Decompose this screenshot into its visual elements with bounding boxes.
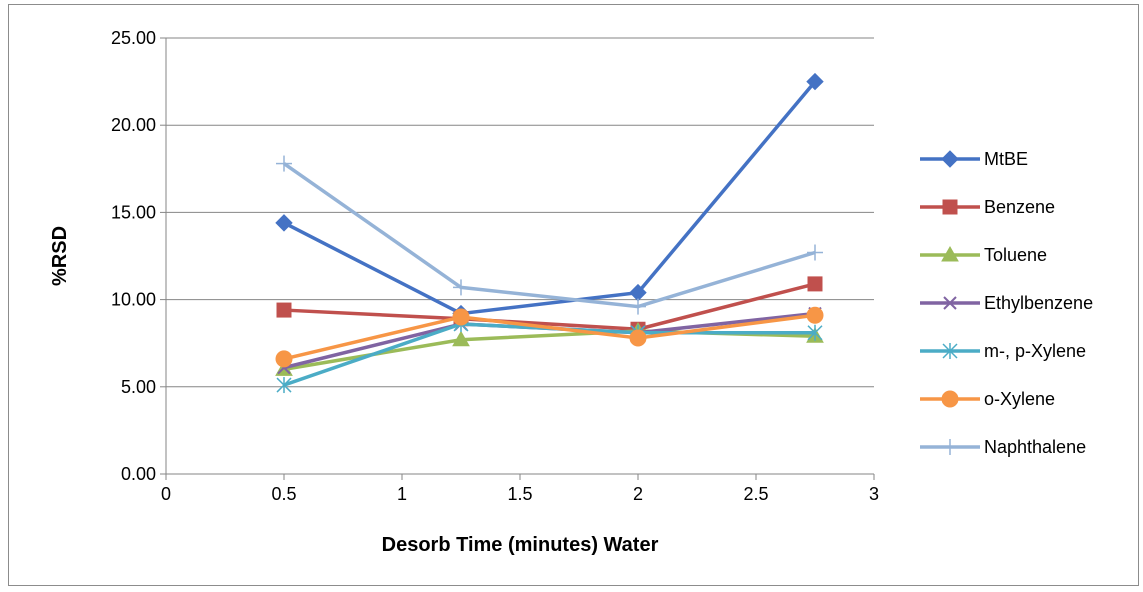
series-line: [283, 313, 816, 361]
legend-marker: [941, 245, 959, 262]
x-tick-label: 1: [397, 484, 407, 504]
legend-label: Benzene: [984, 197, 1055, 217]
y-tick-label: 10.00: [111, 290, 156, 310]
legend-marker: [943, 296, 957, 310]
series-line: [282, 162, 816, 309]
legend-label: Ethylbenzene: [984, 293, 1093, 313]
series-mtbe: [275, 72, 824, 323]
legend-item: MtBE: [920, 149, 1028, 169]
data-point: [630, 298, 646, 315]
legend-marker: [942, 199, 958, 215]
legend-label: Naphthalene: [984, 437, 1086, 457]
legend-marker: [942, 439, 958, 455]
data-point: [276, 302, 292, 318]
data-point: [276, 377, 292, 394]
y-tick-label: 0.00: [121, 464, 156, 484]
y-tick-label: 20.00: [111, 115, 156, 135]
series-layer: [275, 72, 824, 394]
series-line: [283, 80, 817, 316]
legend-item: Naphthalene: [920, 437, 1086, 457]
legend-item: Benzene: [920, 197, 1055, 217]
legend-item: Ethylbenzene: [920, 293, 1093, 313]
x-tick-label: 1.5: [507, 484, 532, 504]
x-tick-label: 2: [633, 484, 643, 504]
series-line: [283, 329, 816, 372]
data-point: [806, 306, 824, 324]
x-axis-title: Desorb Time (minutes) Water: [382, 534, 659, 556]
chart-frame: [8, 4, 1139, 586]
legend-marker: [942, 343, 958, 359]
data-point: [453, 279, 469, 296]
x-tick-label: 0: [161, 484, 171, 504]
legend-item: m-, p-Xylene: [920, 341, 1086, 361]
data-point: [275, 214, 293, 232]
series-naphthalene: [276, 155, 823, 315]
legend-label: m-, p-Xylene: [984, 341, 1086, 361]
data-point: [276, 155, 292, 172]
legend-label: Toluene: [984, 245, 1047, 265]
x-tick-label: 0.5: [271, 484, 296, 504]
data-point: [806, 72, 824, 91]
data-point: [807, 324, 823, 341]
legend: MtBE Benzene Toluene Ethylbenzene m-, p-Xyle…: [920, 149, 1093, 457]
marker-stroke: [943, 296, 957, 310]
data-point: [629, 329, 647, 347]
legend-marker: [941, 390, 959, 408]
data-point: [807, 276, 823, 292]
data-point: [452, 308, 470, 326]
y-axis-title: %RSD: [49, 226, 71, 286]
legend-item: Toluene: [920, 245, 1047, 265]
series-o-xylene: [275, 306, 824, 368]
data-point: [275, 350, 293, 368]
legend-item: o-Xylene: [920, 389, 1055, 409]
legend-marker: [941, 150, 959, 168]
axes: 0.00 5.00 10.00 15.00 20.00 25.00 0 0.5 1 1.5 2 2.5…: [111, 28, 879, 504]
legend-label: MtBE: [984, 149, 1028, 169]
y-tick-label: 25.00: [111, 28, 156, 48]
x-tick-label: 2.5: [743, 484, 768, 504]
legend-label: o-Xylene: [984, 389, 1055, 409]
data-point: [807, 244, 823, 261]
data-point: [452, 330, 470, 347]
y-tick-label: 15.00: [111, 202, 156, 222]
series-line: [283, 282, 816, 331]
x-tick-label: 3: [869, 484, 879, 504]
y-tick-label: 5.00: [121, 377, 156, 397]
